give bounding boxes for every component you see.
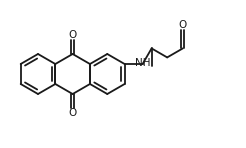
Text: O: O [69,29,77,40]
Text: O: O [69,108,77,119]
Text: O: O [179,20,187,30]
Text: NH: NH [135,58,150,68]
